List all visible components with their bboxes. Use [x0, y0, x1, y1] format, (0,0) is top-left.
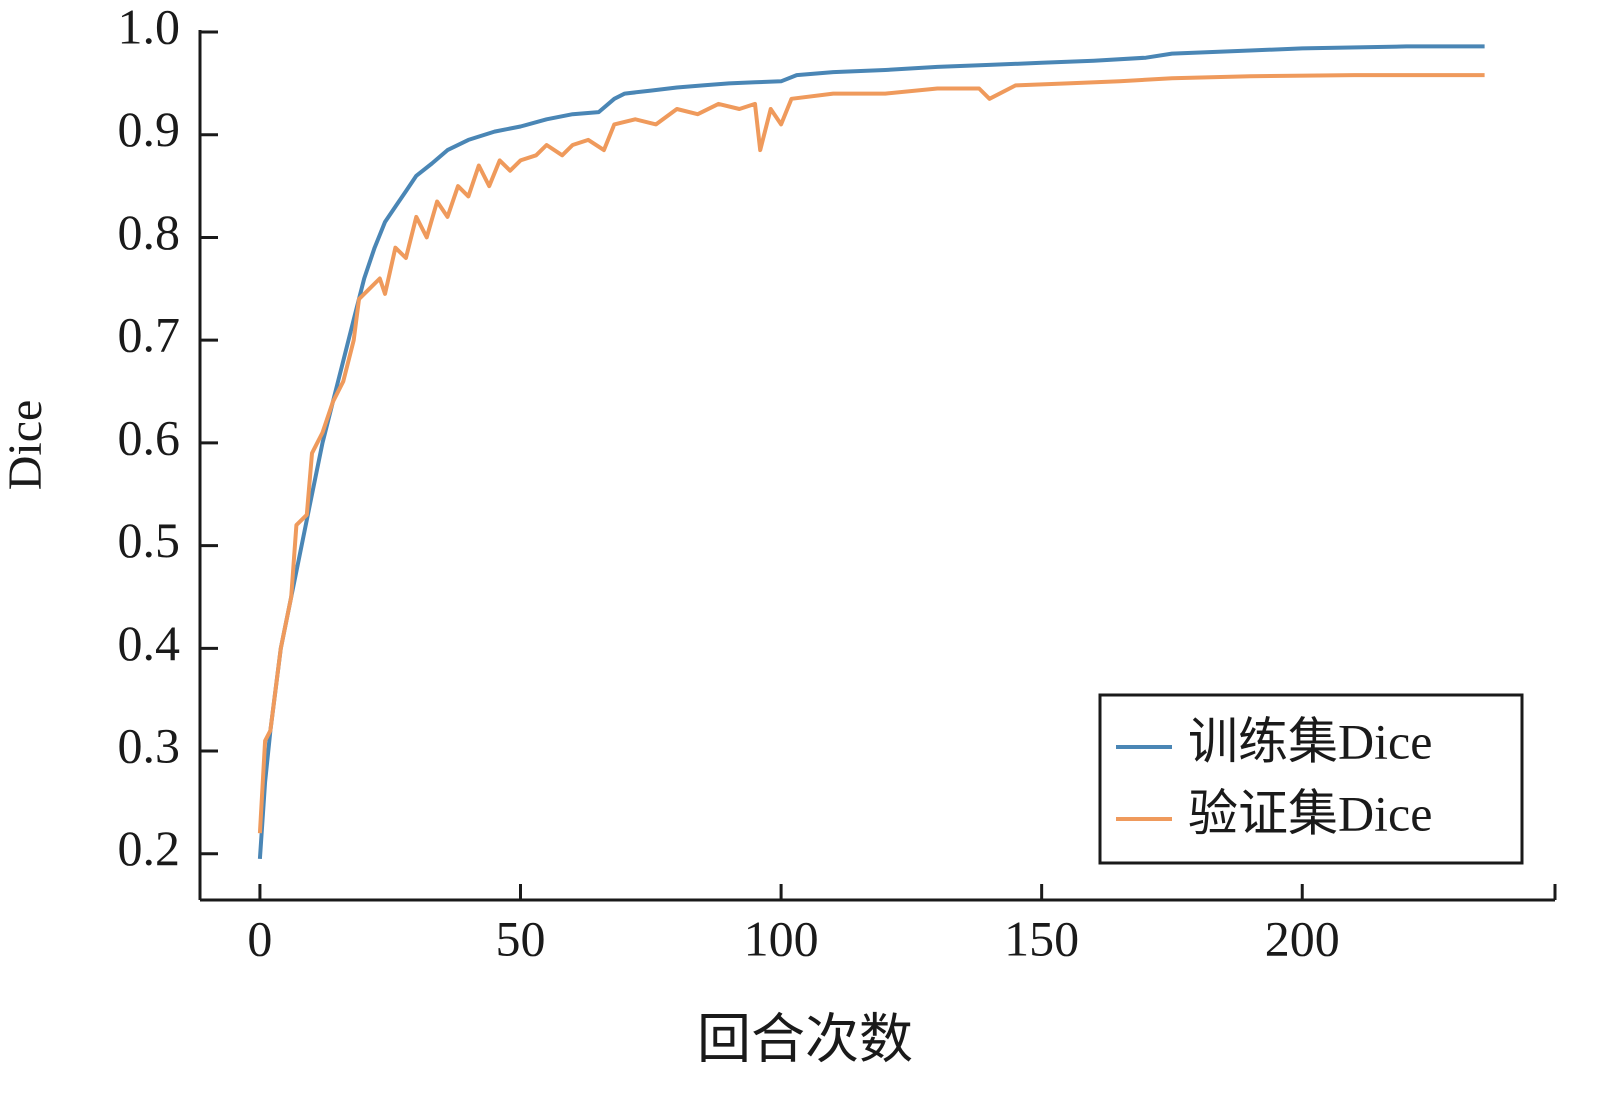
y-tick-label: 0.4 [118, 615, 181, 671]
y-tick-label: 0.3 [118, 718, 181, 774]
y-tick-label: 1.0 [118, 0, 181, 54]
x-tick-label: 50 [496, 910, 546, 966]
x-tick-label: 200 [1265, 910, 1340, 966]
y-tick-label: 0.7 [118, 307, 181, 363]
y-tick-label: 0.6 [118, 409, 181, 465]
legend-box [1098, 693, 1524, 865]
y-tick-label: 0.9 [118, 101, 181, 157]
y-tick-label: 0.8 [118, 204, 181, 260]
y-tick-label: 0.2 [118, 820, 181, 876]
x-axis-label: 回合次数 [697, 1009, 913, 1069]
x-tick-label: 0 [247, 910, 272, 966]
series-line [257, 73, 1485, 834]
legend-label: 训练集Dice [1188, 713, 1432, 769]
y-axis-label: Dice [0, 400, 52, 491]
x-tick-label: 100 [744, 910, 819, 966]
legend-label: 验证集Dice [1188, 785, 1432, 841]
y-tick-label: 0.5 [118, 512, 181, 568]
x-tick-label: 150 [1004, 910, 1079, 966]
